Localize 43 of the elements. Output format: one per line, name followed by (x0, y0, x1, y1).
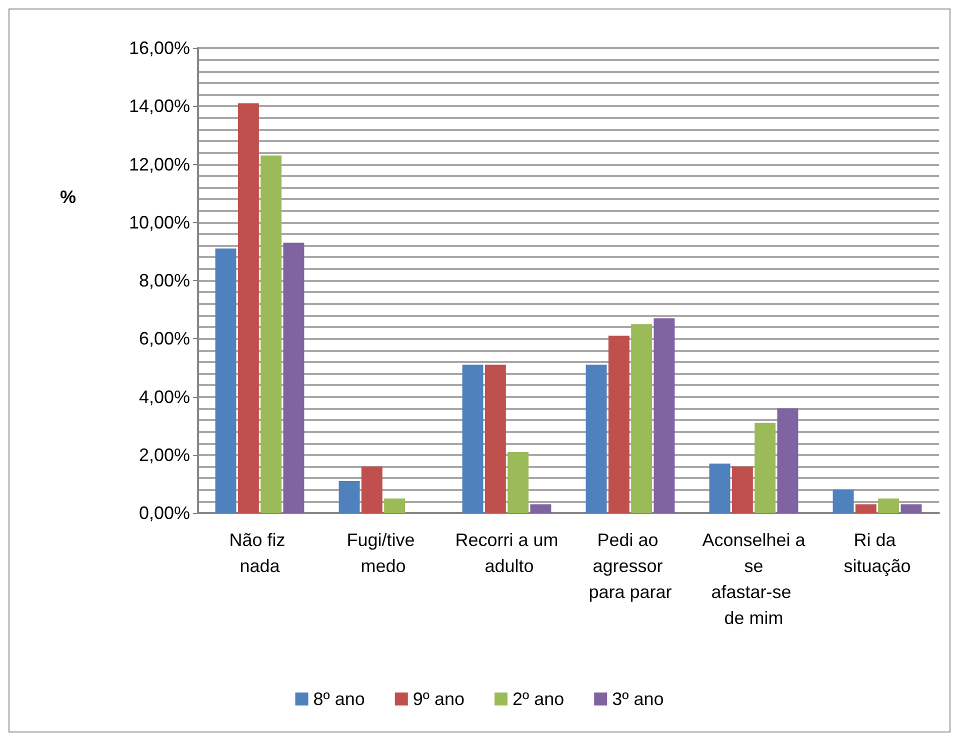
bar (709, 464, 730, 513)
y-tick-label: 8,00% (138, 270, 190, 290)
x-tick-label: Fugi/tive medo (346, 530, 420, 576)
bar (732, 466, 753, 513)
bar (484, 364, 506, 513)
bar (631, 324, 652, 513)
bar (462, 364, 484, 513)
legend-label: 3º ano (612, 689, 664, 709)
y-tick-label: 12,00% (128, 154, 190, 174)
bar (832, 490, 854, 513)
x-tick-label: Não fiz nada (229, 530, 290, 576)
y-tick-label: 4,00% (138, 386, 190, 407)
bar (855, 504, 876, 513)
bar (608, 336, 630, 513)
y-tick-label: 0,00% (138, 503, 190, 523)
y-tick-label: 14,00% (128, 96, 190, 116)
x-tick-label: Aconselhei a se afastar-se de mim (702, 530, 806, 628)
bar (238, 103, 259, 513)
bar (215, 248, 236, 513)
bar (586, 364, 607, 513)
x-tick-label: Pedi ao agressor para parar (588, 530, 672, 602)
bar (900, 504, 922, 513)
legend-label: 2º ano (512, 689, 564, 709)
bar (508, 452, 529, 513)
x-tick-label: Recorri a um adulto (455, 530, 558, 576)
bar (754, 422, 776, 513)
y-tick-label: 2,00% (138, 444, 190, 465)
bar (530, 504, 552, 513)
y-tick-label: 16,00% (128, 38, 190, 58)
y-axis-title: % (60, 187, 76, 207)
x-tick-label: Ri da situação (844, 530, 911, 576)
bar (878, 498, 900, 513)
legend-label: 8º ano (313, 689, 365, 709)
bar (777, 408, 798, 513)
bar (384, 498, 406, 513)
bar (654, 318, 675, 513)
bar (260, 156, 282, 513)
bar (338, 481, 360, 513)
y-tick-label: 10,00% (128, 212, 190, 232)
bar (361, 466, 382, 513)
bar (283, 242, 304, 513)
legend-label: 9º ano (412, 689, 465, 709)
y-tick-label: 6,00% (138, 328, 190, 349)
